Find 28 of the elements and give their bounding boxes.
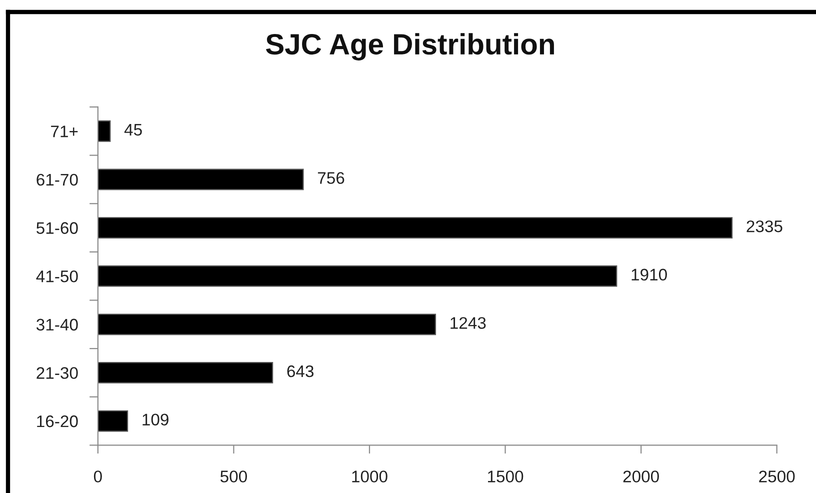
data-label: 1910 bbox=[632, 268, 667, 281]
bar bbox=[98, 314, 436, 336]
data-label: 1243 bbox=[450, 317, 486, 329]
y-tick-label: 41-50 bbox=[36, 270, 78, 282]
y-tick-label: 71+ bbox=[51, 126, 78, 138]
data-label: 756 bbox=[318, 172, 344, 184]
chart-title: SJC Age Distribution bbox=[266, 33, 554, 60]
bar bbox=[98, 120, 111, 142]
x-tick-label: 1000 bbox=[352, 470, 388, 482]
x-tick-label: 2500 bbox=[759, 470, 795, 482]
y-tick-label: 31-40 bbox=[36, 318, 78, 331]
x-tick-label: 0 bbox=[94, 470, 102, 482]
y-tick-label: 21-30 bbox=[36, 367, 78, 379]
data-label: 2335 bbox=[746, 220, 782, 232]
y-tick-label: 16-20 bbox=[37, 415, 78, 428]
x-tick-label: 2000 bbox=[623, 470, 659, 482]
data-label: 643 bbox=[287, 365, 314, 378]
x-tick-label: 500 bbox=[220, 470, 247, 482]
bar bbox=[98, 265, 618, 287]
bar bbox=[98, 217, 733, 238]
x-tick-label: 1500 bbox=[488, 470, 524, 482]
data-label: 45 bbox=[124, 124, 142, 136]
data-label: 109 bbox=[142, 414, 168, 426]
bar bbox=[98, 168, 304, 190]
y-tick-label: 51-60 bbox=[36, 222, 78, 234]
bar bbox=[98, 362, 274, 384]
y-tick-label: 61-70 bbox=[36, 174, 78, 186]
bar bbox=[98, 410, 128, 432]
